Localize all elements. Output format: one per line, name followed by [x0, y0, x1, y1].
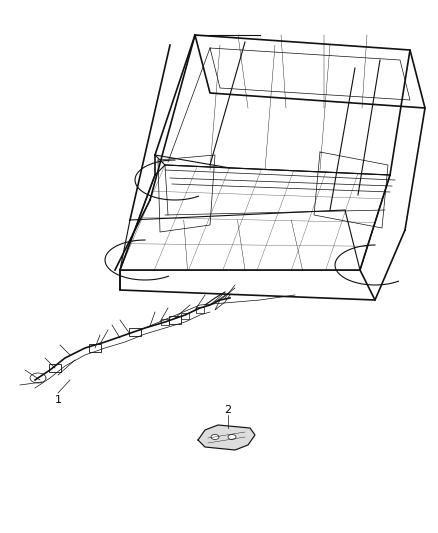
Bar [161, 319, 169, 325]
Bar [129, 328, 141, 336]
Bar [169, 316, 181, 324]
Bar [49, 364, 61, 372]
Polygon shape [198, 425, 255, 450]
Bar [89, 344, 101, 352]
Bar [196, 307, 204, 313]
Text: 1: 1 [54, 395, 61, 405]
Ellipse shape [228, 434, 236, 440]
Bar [181, 313, 189, 319]
Ellipse shape [211, 434, 219, 440]
Text: 2: 2 [224, 405, 232, 415]
